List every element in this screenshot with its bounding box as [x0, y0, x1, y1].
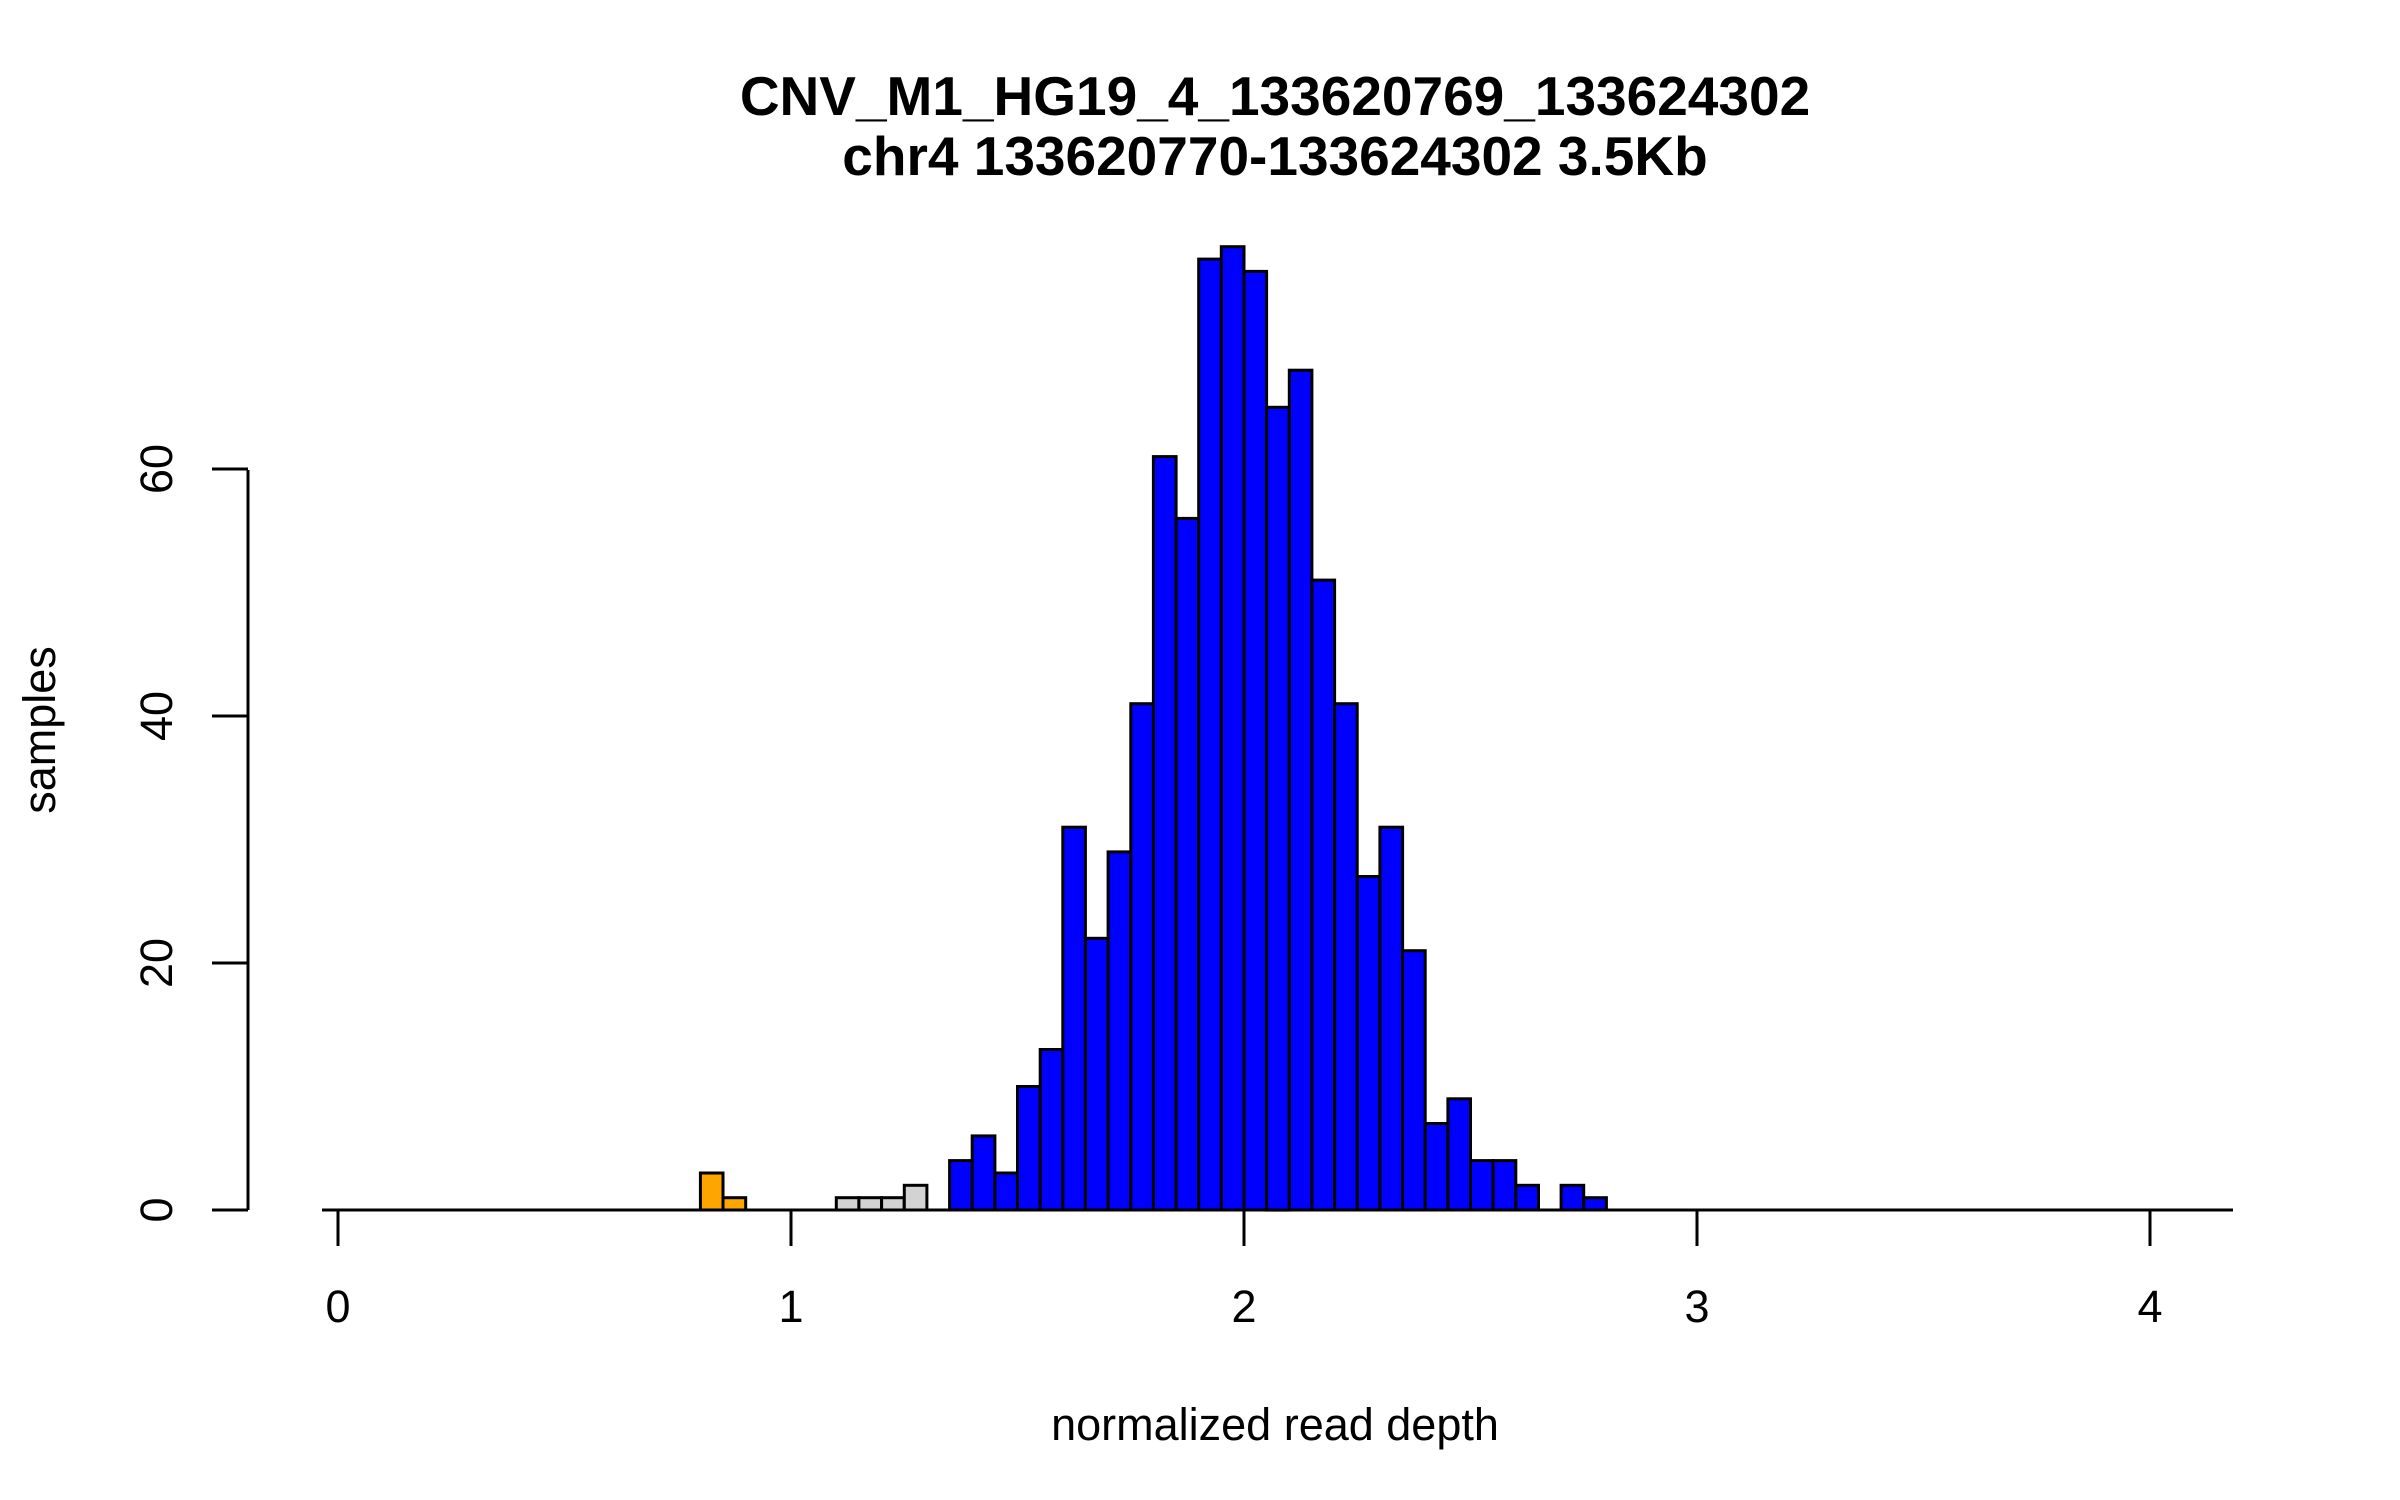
histogram-bar-ambiguous: [880, 1196, 906, 1212]
histogram-bar-normal: [1197, 257, 1223, 1212]
histogram-bar-normal: [1038, 1048, 1065, 1212]
histogram-bar-normal: [1401, 949, 1427, 1212]
y-tick-label: 60: [131, 444, 182, 494]
histogram-bar-ambiguous: [902, 1183, 929, 1212]
histogram-bar-normal: [1265, 405, 1291, 1212]
histogram-bar-normal: [1514, 1183, 1541, 1212]
y-axis-label: samples: [14, 646, 65, 814]
histogram-bar-ambiguous: [834, 1196, 861, 1212]
x-tick-label: 1: [778, 1281, 803, 1332]
chart-subtitle: chr4 133620770-133624302 3.5Kb: [842, 125, 1707, 187]
chart-title: CNV_M1_HG19_4_133620769_133624302: [740, 65, 1810, 127]
x-axis: 0 1 2 3 4: [325, 1208, 2163, 1332]
histogram-bar-normal: [1355, 875, 1382, 1212]
histogram-bar-normal: [970, 1134, 997, 1212]
histogram-bar-normal: [1469, 1159, 1495, 1212]
histogram-bar-deletion: [698, 1171, 725, 1212]
y-axis: 0 20 40 60: [131, 444, 250, 1223]
histogram-bar-normal: [1582, 1196, 1608, 1212]
x-tick-label: 3: [1684, 1281, 1709, 1332]
histogram-bar-normal: [1378, 825, 1405, 1212]
x-tick-label: 4: [2137, 1281, 2162, 1332]
histogram-bar-normal: [1310, 578, 1337, 1212]
histogram-bar-normal: [1242, 269, 1269, 1212]
histogram-bar-normal: [1423, 1122, 1450, 1212]
y-tick-label: 0: [131, 1197, 182, 1222]
x-axis-label: normalized read depth: [1051, 1399, 1499, 1450]
histogram-bar-normal: [1491, 1159, 1518, 1212]
histogram-bar-ambiguous: [857, 1196, 884, 1212]
histogram-bar-normal: [1061, 825, 1087, 1212]
histogram-bar-normal: [1333, 702, 1359, 1212]
histogram-bar-normal: [993, 1171, 1020, 1212]
histogram-bar-normal: [1151, 455, 1178, 1212]
y-tick-label: 20: [131, 938, 182, 988]
histogram-bars: [698, 245, 1608, 1212]
histogram-bar-normal: [948, 1159, 974, 1212]
histogram-bar-normal: [1559, 1183, 1586, 1212]
y-tick-label: 40: [131, 691, 182, 741]
histogram-bar-normal: [1287, 368, 1314, 1212]
x-tick-label: 0: [325, 1281, 350, 1332]
histogram-bar-deletion: [721, 1196, 748, 1212]
histogram-bar-normal: [1219, 245, 1246, 1212]
histogram-bar-normal: [1174, 516, 1201, 1212]
histogram-bar-normal: [1083, 936, 1110, 1212]
x-tick-label: 2: [1231, 1281, 1256, 1332]
histogram-bar-normal: [1129, 702, 1156, 1212]
histogram-bar-normal: [1446, 1097, 1473, 1212]
histogram-bar-normal: [1106, 850, 1133, 1212]
histogram-bar-normal: [1016, 1085, 1042, 1212]
